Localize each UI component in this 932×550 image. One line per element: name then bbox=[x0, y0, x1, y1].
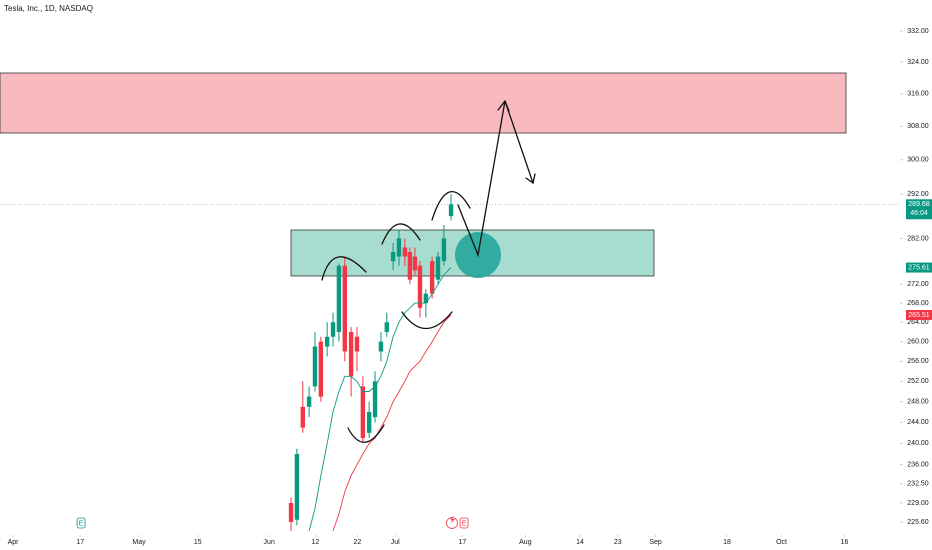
y-tick-label: 282.00 bbox=[907, 235, 929, 242]
event-ring bbox=[446, 517, 458, 529]
candle-body bbox=[300, 406, 305, 428]
candle-body bbox=[330, 322, 336, 337]
price-tag bbox=[906, 309, 932, 320]
candle-body bbox=[354, 336, 360, 352]
y-tick-label: 300.00 bbox=[907, 157, 929, 164]
x-tick-label: 22 bbox=[353, 539, 361, 546]
x-tick-label: Jun bbox=[264, 539, 275, 546]
candle-body bbox=[294, 453, 300, 520]
candle-body bbox=[407, 252, 413, 280]
y-tick-label: 260.00 bbox=[907, 338, 929, 345]
candle-body bbox=[412, 256, 418, 271]
y-tick-label: 332.00 bbox=[907, 28, 929, 35]
candle-body bbox=[429, 261, 435, 294]
x-tick-label: Jul bbox=[391, 539, 400, 546]
candle-body bbox=[318, 341, 324, 397]
x-tick-label: 17 bbox=[458, 539, 466, 546]
hand-drawings bbox=[321, 99, 536, 443]
y-tick-label: 308.00 bbox=[907, 123, 929, 130]
event-marker bbox=[76, 517, 86, 529]
candle-body bbox=[378, 341, 384, 352]
x-tick-label: Sep bbox=[649, 539, 662, 546]
candle-body bbox=[336, 265, 342, 332]
event-label: E bbox=[462, 520, 467, 527]
x-tick-label: 17 bbox=[76, 539, 84, 546]
arc bbox=[401, 311, 453, 329]
y-tick-label: 252.00 bbox=[907, 378, 929, 385]
y-tick-label: 232.50 bbox=[907, 481, 929, 488]
arc bbox=[381, 223, 421, 245]
candle-body bbox=[396, 238, 402, 257]
candle-body bbox=[360, 386, 366, 439]
y-tick-label: 225.60 bbox=[907, 519, 929, 526]
price-tag bbox=[906, 262, 932, 273]
y-tick-label: 236.00 bbox=[907, 462, 929, 469]
x-tick-label: 12 bbox=[312, 539, 320, 546]
x-tick-label: Aug bbox=[519, 539, 532, 546]
candle-body bbox=[312, 346, 318, 387]
arc bbox=[347, 424, 385, 443]
y-tick-label: 268.00 bbox=[907, 300, 929, 307]
candle-body bbox=[402, 247, 408, 257]
candle-body bbox=[390, 252, 396, 262]
price-tag-label: 265.51 bbox=[908, 312, 930, 319]
price-tag bbox=[906, 199, 932, 220]
y-tick-label: 272.00 bbox=[907, 281, 929, 288]
x-tick-label: 14 bbox=[576, 539, 584, 546]
x-tick-label: 18 bbox=[723, 539, 731, 546]
candle-body bbox=[348, 331, 354, 377]
candle-body bbox=[288, 502, 294, 522]
moving-average bbox=[332, 314, 452, 532]
arrow-head bbox=[525, 173, 536, 185]
x-tick-label: Oct bbox=[776, 539, 787, 546]
price-tag-label: 289.68 bbox=[908, 201, 930, 208]
candle-body bbox=[384, 322, 389, 332]
supply-zone bbox=[0, 72, 847, 134]
candle-body bbox=[372, 381, 378, 418]
candle-body bbox=[366, 411, 372, 433]
arc bbox=[431, 190, 471, 221]
candle-body bbox=[324, 336, 330, 347]
candle-body bbox=[423, 293, 429, 304]
y-tick-label: 292.00 bbox=[907, 191, 929, 198]
arrow-head bbox=[497, 99, 510, 112]
y-tick-label: 316.00 bbox=[907, 91, 929, 98]
x-tick-label: 23 bbox=[614, 539, 622, 546]
candle-body bbox=[441, 238, 447, 262]
y-tick-label: 240.00 bbox=[907, 440, 929, 447]
chart-title: Tesla, Inc., 1D, NASDAQ bbox=[4, 4, 93, 13]
dividend-icon bbox=[450, 516, 455, 523]
y-tick-label: 248.00 bbox=[907, 399, 929, 406]
marks bbox=[0, 194, 900, 532]
event-label: E bbox=[79, 520, 84, 527]
candle-body bbox=[448, 204, 454, 217]
arc bbox=[321, 256, 367, 281]
candle-body bbox=[417, 265, 423, 308]
event-marker bbox=[459, 517, 469, 529]
candle-body bbox=[306, 396, 312, 407]
y-tick-label: 324.00 bbox=[907, 59, 929, 66]
arrow bbox=[457, 100, 534, 258]
y-tick-label: 256.00 bbox=[907, 358, 929, 365]
x-tick-label: Apr bbox=[8, 539, 20, 546]
candle-body bbox=[435, 256, 441, 280]
moving-average bbox=[308, 267, 452, 532]
x-tick-label: May bbox=[132, 539, 146, 546]
x-tick-label: 16 bbox=[841, 539, 849, 546]
countdown: 46:04 bbox=[910, 210, 928, 217]
x-tick-label: 15 bbox=[194, 539, 202, 546]
y-tick-label: 229.00 bbox=[907, 500, 929, 507]
y-tick-label: 244.00 bbox=[907, 419, 929, 426]
price-tag-label: 275.61 bbox=[908, 264, 930, 271]
candle-body bbox=[342, 265, 347, 352]
y-tick-label: 264.00 bbox=[907, 319, 929, 326]
price-axis: 332.00 324.00 316.00 308.00 300.00 292.00 282.… bbox=[900, 28, 932, 526]
